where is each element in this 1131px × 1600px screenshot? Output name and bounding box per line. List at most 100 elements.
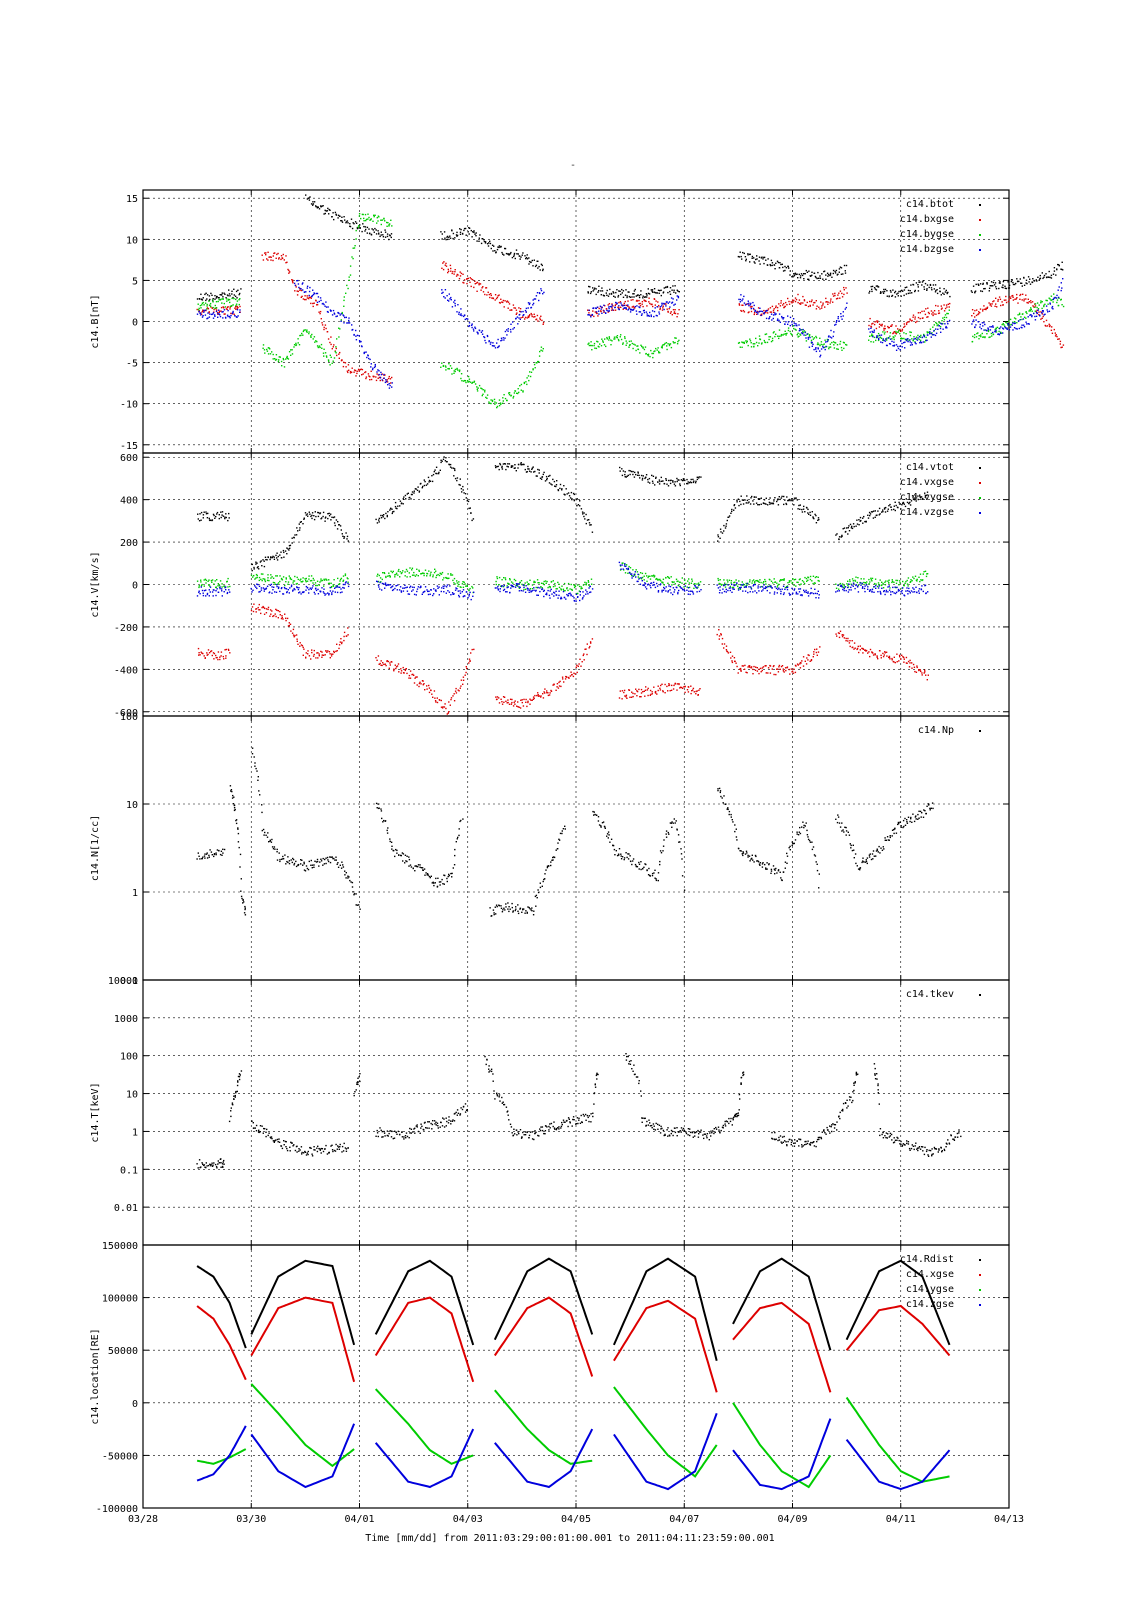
data-point [800,302,802,304]
data-point [396,507,398,510]
data-point [1046,309,1048,311]
data-point [347,540,349,542]
data-point [653,298,655,300]
data-point [852,646,854,648]
data-point [578,585,581,588]
data-point [798,504,800,507]
data-point [686,478,688,481]
data-point [376,659,378,661]
data-point [834,341,836,344]
data-point [837,297,839,300]
data-point [442,706,444,708]
data-point [313,653,315,656]
data-point [917,498,919,501]
data-point [1004,325,1006,327]
data-point [1045,273,1047,275]
data-point [467,318,469,320]
data-point [1029,309,1031,311]
data-point [815,308,818,310]
data-point [805,340,808,342]
data-point [480,289,482,291]
data-point [730,657,732,659]
data-point [413,571,415,574]
data-point [266,258,268,260]
data-point [769,316,771,318]
data-point [1035,279,1037,281]
data-point [679,484,681,487]
data-point [923,334,925,337]
data-point [640,692,643,694]
data-point [838,292,840,294]
data-point [673,291,675,293]
data-point [1051,326,1053,328]
data-point [533,580,535,583]
data-point [312,305,314,308]
data-point [376,217,378,219]
data-point [637,345,639,347]
data-point [648,293,651,295]
data-point [525,698,527,701]
data-point [877,510,879,512]
data-point [755,666,757,668]
data-point [597,315,599,317]
data-point [638,688,640,691]
data-point [932,284,935,286]
data-point [813,517,815,520]
data-point [421,487,423,489]
data-point [844,270,846,272]
data-point [1043,314,1045,316]
data-point [318,345,321,347]
data-point [320,206,322,208]
data-point [384,517,386,520]
data-point [323,578,325,580]
data-point [650,693,652,696]
data-point [794,300,797,303]
data-point [922,280,924,282]
data-point [369,379,371,381]
data-point [357,368,360,371]
data-point [945,327,947,329]
data-point [876,285,879,287]
data-point [289,544,292,547]
data-point [458,311,460,314]
data-point [299,645,301,647]
data-point [734,507,737,509]
data-point [334,524,336,527]
data-point [991,303,993,305]
data-point [758,335,761,337]
data-point [741,346,743,348]
data-point [779,668,781,670]
data-point [232,304,234,306]
data-point [391,508,393,510]
data-point [338,353,340,355]
data-point [541,319,543,322]
data-point [449,237,452,239]
data-point [1021,318,1023,321]
data-point [549,692,551,694]
legend-marker [979,234,981,236]
data-point [673,304,675,306]
data-point [198,652,200,654]
data-point [819,277,822,279]
data-point [915,495,917,497]
y-tick-label: 200 [120,538,138,549]
data-point [721,532,724,534]
data-point [644,572,647,575]
data-point [867,514,869,516]
data-point [481,388,483,390]
data-point [274,359,277,361]
data-point [531,467,534,469]
data-point [344,362,347,364]
data-point [843,293,845,296]
data-point [797,301,799,304]
data-point [731,510,733,513]
data-point [903,323,905,325]
data-point [526,383,528,386]
data-point [285,358,287,360]
data-point [778,666,780,668]
data-point [888,656,891,659]
data-point [375,518,377,521]
data-point [608,337,611,339]
data-point [1005,301,1008,304]
data-point [239,305,241,308]
